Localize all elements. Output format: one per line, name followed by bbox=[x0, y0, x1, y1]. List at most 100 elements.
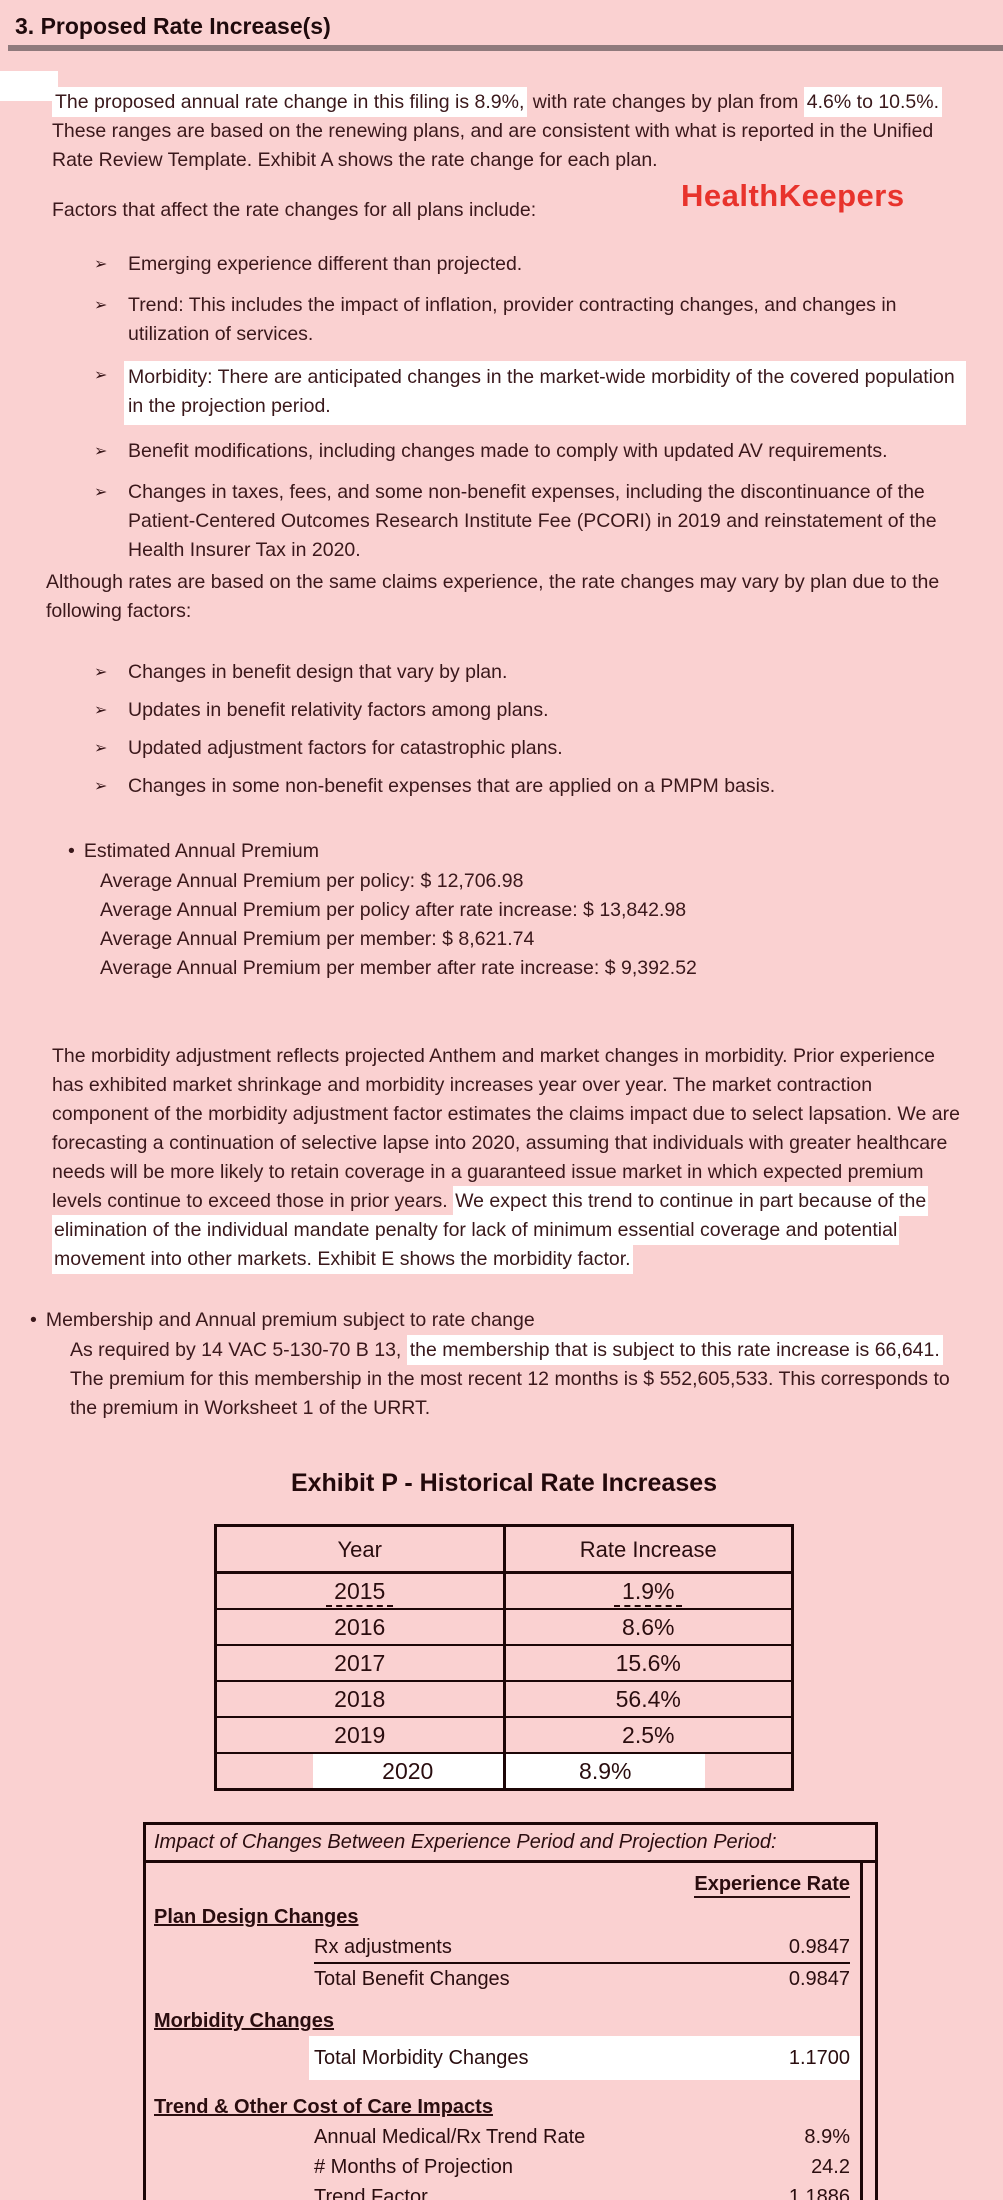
list-item: ➢ Changes in taxes, fees, and some non-be… bbox=[94, 478, 966, 565]
list-item: ➢ Emerging experience different than proj… bbox=[94, 250, 966, 279]
dot-bullet-icon: • bbox=[68, 840, 75, 862]
year-value-highlighted: 2020 bbox=[313, 1754, 503, 1788]
impact-table-title: Impact of Changes Between Experience Per… bbox=[146, 1825, 875, 1863]
premium-title-text: Estimated Annual Premium bbox=[83, 840, 320, 862]
rate-value-highlighted: 8.9% bbox=[505, 1754, 705, 1788]
exhibit-p-title: Exhibit P - Historical Rate Increases bbox=[290, 1469, 718, 1497]
year-cell: 2020 bbox=[214, 1752, 506, 1791]
row-label: Rx adjustments bbox=[314, 1936, 452, 1958]
list-item: ➢ Benefit modifications, including change… bbox=[94, 437, 966, 466]
arrow-bullet-icon: ➢ bbox=[94, 256, 108, 273]
bullet-text: Updated adjustment factors for catastrop… bbox=[128, 737, 563, 759]
column-header-year: Year bbox=[214, 1524, 506, 1574]
intro-text: These ranges are based on the renewing p… bbox=[52, 119, 934, 171]
highlighted-text: the membership that is subject to this r… bbox=[406, 1335, 943, 1365]
arrow-bullet-icon: ➢ bbox=[94, 664, 108, 681]
row-label: Trend Factor bbox=[314, 2186, 428, 2200]
morbidity-paragraph: The morbidity adjustment reflects projec… bbox=[52, 1042, 962, 1274]
row-value: 1.1700 bbox=[788, 2047, 850, 2069]
experience-rate-column-header: Experience Rate bbox=[154, 1869, 850, 1899]
heading-rule bbox=[8, 45, 1003, 51]
table-row: 2015 1.9% bbox=[214, 1571, 794, 1610]
table-row: 2019 2.5% bbox=[214, 1716, 794, 1754]
year-value: 2015 bbox=[326, 1577, 394, 1607]
table-row: 2016 8.6% bbox=[214, 1608, 794, 1646]
table-row: Total Benefit Changes 0.9847 bbox=[314, 1964, 850, 1994]
year-cell: 2018 bbox=[214, 1680, 506, 1718]
rate-cell: 2.5% bbox=[503, 1716, 794, 1754]
highlight-strip bbox=[0, 71, 58, 101]
rate-cell: 1.9% bbox=[503, 1571, 794, 1610]
list-item: ➢ Changes in benefit design that vary by … bbox=[94, 658, 966, 687]
table-row-highlighted: Total Morbidity Changes 1.1700 bbox=[309, 2036, 860, 2080]
membership-section: • Membership and Annual premium subject t… bbox=[30, 1306, 975, 1423]
dot-bullet-icon: • bbox=[30, 1309, 37, 1331]
row-label: # Months of Projection bbox=[314, 2156, 513, 2178]
arrow-bullet-icon: ➢ bbox=[94, 778, 108, 795]
morbidity-text: The morbidity adjustment reflects projec… bbox=[52, 1044, 960, 1212]
bullet-text: Emerging experience different than proje… bbox=[128, 253, 523, 275]
year-cell: 2016 bbox=[214, 1608, 506, 1646]
section-header-trend: Trend & Other Cost of Care Impacts bbox=[154, 2096, 493, 2118]
premium-line: Average Annual Premium per policy after … bbox=[100, 899, 687, 921]
year-cell: 2015 bbox=[214, 1571, 506, 1610]
plan-factors-list: ➢ Changes in benefit design that vary by … bbox=[94, 658, 966, 810]
table-row: 2018 56.4% bbox=[214, 1680, 794, 1718]
membership-text: The premium for this membership in the m… bbox=[70, 1368, 950, 1419]
row-value: 1.1886 bbox=[788, 2186, 850, 2200]
membership-section-title: • Membership and Annual premium subject t… bbox=[30, 1306, 975, 1335]
bullet-text: Updates in benefit relativity factors am… bbox=[128, 699, 549, 721]
row-label: Total Benefit Changes bbox=[314, 1968, 510, 1990]
factors-list: ➢ Emerging experience different than proj… bbox=[94, 250, 966, 577]
premium-lines: Average Annual Premium per policy: $ 12,… bbox=[100, 867, 968, 983]
bullet-text: Changes in benefit design that vary by p… bbox=[128, 661, 508, 683]
row-value: 0.9847 bbox=[788, 1936, 850, 1958]
bullet-text: Benefit modifications, including changes… bbox=[128, 440, 888, 462]
highlighted-text: 4.6% to 10.5%. bbox=[803, 86, 943, 117]
list-item: ➢ Trend: This includes the impact of infl… bbox=[94, 291, 966, 349]
table-header-row: Year Rate Increase bbox=[214, 1524, 794, 1574]
membership-title-text: Membership and Annual premium subject to… bbox=[45, 1309, 535, 1331]
table-row: # Months of Projection 24.2 bbox=[314, 2152, 850, 2182]
row-label: Total Morbidity Changes bbox=[314, 2047, 529, 2069]
list-item: ➢ Updates in benefit relativity factors a… bbox=[94, 696, 966, 725]
arrow-bullet-icon: ➢ bbox=[94, 740, 108, 757]
arrow-bullet-icon: ➢ bbox=[94, 297, 108, 314]
section-header-morbidity: Morbidity Changes bbox=[154, 2010, 335, 2032]
intro-text: with rate changes by plan from bbox=[527, 90, 804, 113]
section-heading: 3. Proposed Rate Increase(s) bbox=[15, 13, 331, 39]
intro-paragraph: The proposed annual rate change in this … bbox=[52, 86, 968, 175]
rate-cell: 15.6% bbox=[503, 1644, 794, 1682]
impact-of-changes-table: Impact of Changes Between Experience Per… bbox=[143, 1822, 878, 2200]
bullet-text: Changes in some non-benefit expenses tha… bbox=[128, 775, 776, 797]
rate-cell: 8.9% bbox=[503, 1752, 794, 1791]
vary-lead-paragraph: Although rates are based on the same cla… bbox=[46, 571, 940, 622]
arrow-bullet-icon: ➢ bbox=[94, 443, 108, 460]
rate-cell: 8.6% bbox=[503, 1608, 794, 1646]
row-value: 0.9847 bbox=[788, 1968, 850, 1990]
section-header-plan-design: Plan Design Changes bbox=[154, 1906, 359, 1928]
premium-line: Average Annual Premium per member after … bbox=[100, 957, 697, 979]
highlighted-text: The proposed annual rate change in this … bbox=[52, 86, 528, 117]
table-row: 2017 15.6% bbox=[214, 1644, 794, 1682]
row-value: 8.9% bbox=[804, 2126, 850, 2148]
list-item: ➢ Updated adjustment factors for catastro… bbox=[94, 734, 966, 763]
bullet-text: Trend: This includes the impact of infla… bbox=[128, 294, 897, 345]
rate-value: 1.9% bbox=[614, 1577, 683, 1607]
rate-cell: 56.4% bbox=[503, 1680, 794, 1718]
membership-text: As required by 14 VAC 5-130-70 B 13, bbox=[70, 1339, 407, 1361]
year-cell: 2019 bbox=[214, 1716, 506, 1754]
list-item: ➢ Morbidity: There are anticipated change… bbox=[94, 361, 966, 425]
impact-table-body: Experience Rate Plan Design Changes Rx a… bbox=[146, 1863, 863, 2200]
healthkeepers-logo: HealthKeepers bbox=[681, 178, 905, 213]
arrow-bullet-icon: ➢ bbox=[94, 702, 108, 719]
arrow-bullet-icon: ➢ bbox=[94, 367, 108, 384]
row-value: 24.2 bbox=[811, 2156, 850, 2178]
row-label: Annual Medical/Rx Trend Rate bbox=[314, 2126, 586, 2148]
table-row-highlighted: 2020 8.9% bbox=[214, 1752, 794, 1791]
highlighted-bullet-text: Morbidity: There are anticipated changes… bbox=[124, 361, 966, 425]
list-item: ➢ Changes in some non-benefit expenses th… bbox=[94, 772, 966, 801]
year-cell: 2017 bbox=[214, 1644, 506, 1682]
premium-line: Average Annual Premium per member: $ 8,6… bbox=[100, 928, 535, 950]
historical-rate-increases-table: Year Rate Increase 2015 1.9% 2016 8.6% 2… bbox=[214, 1524, 794, 1791]
